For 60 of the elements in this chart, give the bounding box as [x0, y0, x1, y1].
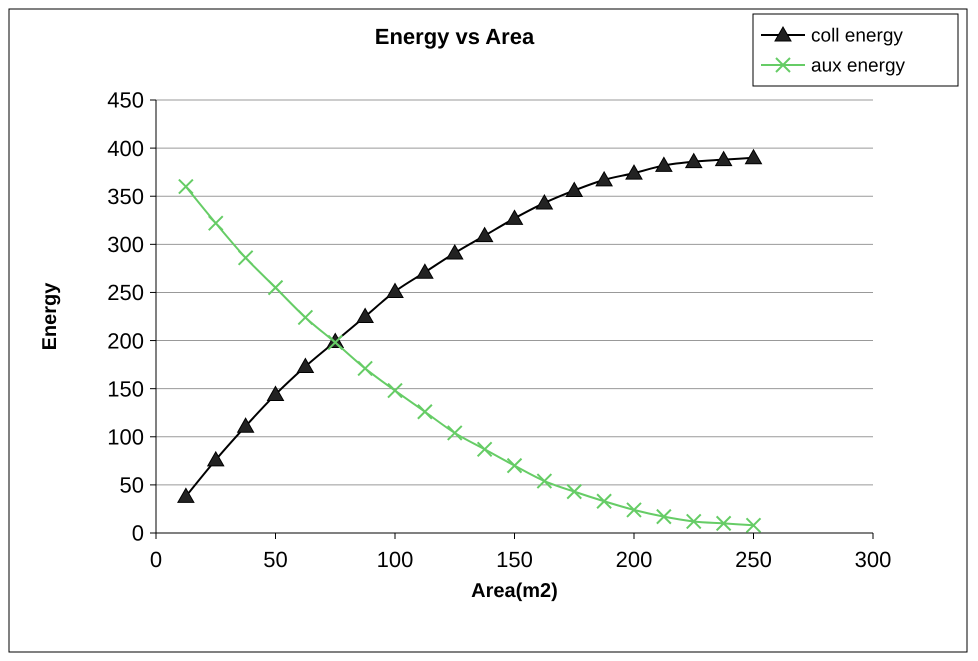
point — [296, 358, 314, 374]
x-tick-label: 0 — [150, 547, 162, 572]
x-tick-label: 200 — [616, 547, 652, 572]
x-tick-label: 250 — [735, 547, 772, 572]
point — [656, 508, 672, 525]
y-tick-label: 50 — [120, 472, 144, 498]
point — [416, 404, 433, 420]
point — [297, 309, 314, 326]
point — [566, 484, 582, 500]
y-axis-title: Energy — [39, 282, 61, 350]
x-tick-label: 100 — [376, 547, 414, 572]
point — [446, 424, 463, 441]
point — [476, 441, 493, 458]
point — [506, 458, 522, 474]
chart-title: Energy vs Area — [374, 24, 535, 49]
point — [238, 250, 254, 266]
y-tick-label: 350 — [107, 184, 144, 209]
point — [686, 513, 702, 530]
point — [208, 215, 224, 232]
point — [715, 151, 732, 166]
point — [356, 308, 374, 323]
point — [387, 382, 403, 399]
legend-label: coll energy — [811, 26, 904, 47]
point — [177, 488, 194, 503]
point — [357, 360, 374, 376]
point — [178, 178, 194, 195]
point — [476, 227, 494, 242]
point — [596, 493, 612, 510]
point — [746, 517, 762, 534]
point — [267, 386, 284, 401]
point — [716, 515, 732, 532]
y-tick-label: 200 — [107, 328, 144, 354]
point — [685, 153, 702, 168]
point — [416, 264, 434, 279]
point — [237, 418, 254, 433]
y-tick-label: 150 — [107, 376, 144, 402]
y-tick-label: 400 — [107, 136, 144, 161]
point — [536, 194, 553, 210]
x-axis-title: Area(m2) — [471, 580, 558, 602]
y-tick-label: 450 — [107, 88, 144, 113]
y-tick-label: 300 — [107, 232, 144, 258]
legend-label: aux energy — [811, 56, 906, 77]
point — [626, 164, 642, 180]
point — [596, 171, 613, 186]
point — [566, 182, 583, 197]
point — [268, 280, 284, 296]
point — [655, 156, 672, 172]
point — [745, 149, 762, 164]
point — [506, 210, 523, 225]
x-tick-label: 300 — [854, 547, 892, 572]
y-tick-label: 0 — [132, 520, 144, 546]
point — [536, 473, 552, 490]
point — [626, 502, 642, 518]
y-tick-label: 100 — [107, 424, 144, 450]
x-tick-label: 150 — [496, 547, 533, 572]
point — [207, 451, 224, 466]
x-tick-label: 50 — [263, 547, 288, 572]
point — [386, 282, 404, 298]
point — [446, 244, 464, 260]
y-tick-label: 250 — [107, 280, 144, 306]
